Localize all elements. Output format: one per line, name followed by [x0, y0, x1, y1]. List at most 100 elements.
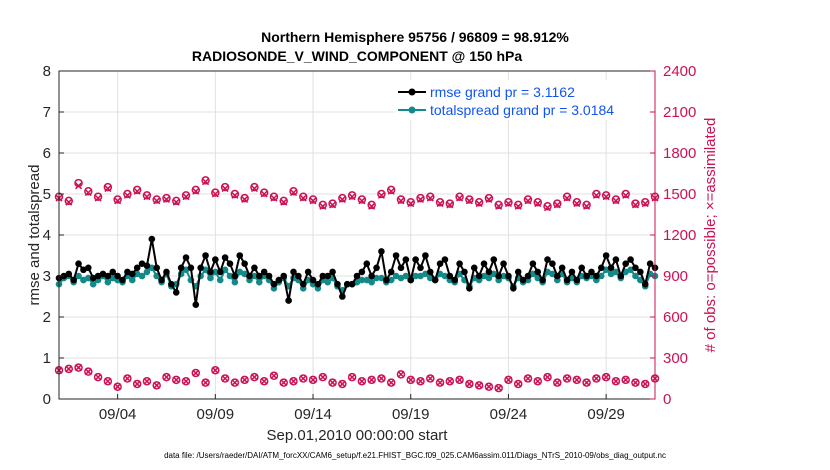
rmse-point — [358, 268, 366, 276]
obs-assimilated-marker — [524, 197, 532, 205]
obs-assimilated-marker — [270, 194, 278, 202]
obs-possible-marker — [123, 374, 132, 383]
obs-low-assimilated-marker — [289, 377, 298, 385]
data-file-footer: data file: /Users/raeder/DAI/ATM_forcXX/… — [164, 451, 666, 460]
obs-assimilated-marker — [299, 194, 307, 202]
rmse-point — [485, 268, 493, 276]
obs-possible-marker — [220, 374, 230, 383]
obs-possible-marker — [259, 188, 269, 197]
obs-low-assimilated-marker — [377, 374, 385, 383]
rmse-point — [231, 272, 239, 280]
obs-assimilated-marker — [377, 191, 385, 199]
obs-possible-marker — [435, 378, 445, 387]
obs-assimilated-marker — [573, 200, 581, 208]
x-tick-label: 09/19 — [392, 406, 430, 423]
rmse-point — [637, 268, 644, 276]
chart-title: Northern Hemisphere 95756 / 96809 = 98.9… — [261, 29, 569, 45]
rmse-point — [148, 235, 156, 243]
rmse-point — [212, 256, 219, 263]
rmse-point — [241, 260, 248, 268]
obs-assimilated-marker — [436, 200, 444, 208]
rmse-point — [607, 264, 615, 272]
obs-assimilated-marker — [641, 200, 649, 208]
totalspread-point — [216, 276, 224, 284]
obs-possible-marker — [211, 188, 220, 197]
obs-possible-marker — [289, 376, 298, 386]
rmse-point — [514, 268, 522, 276]
y-axis-right-label: # of obs: o=possible; ×=assimilated — [702, 118, 719, 353]
x-tick-label: 09/09 — [197, 406, 235, 423]
rmse-point — [104, 272, 112, 280]
y-left-tick-label: 4 — [43, 227, 51, 244]
obs-assimilated-marker — [602, 193, 610, 201]
obs-low-assimilated-marker — [612, 377, 620, 385]
rmse-point — [593, 272, 600, 280]
rmse-point — [451, 276, 459, 284]
rmse-point — [383, 276, 390, 284]
y-axis-left: 0 1 2 3 4 5 6 7 8 — [43, 63, 64, 408]
rmse-point — [544, 256, 551, 263]
obs-possible-marker — [211, 366, 220, 375]
obs-possible-marker — [562, 192, 572, 201]
obs-low-assimilated-marker — [514, 380, 522, 388]
rmse-point — [417, 264, 424, 272]
rmse-point — [500, 260, 507, 268]
obs-possible-marker — [181, 191, 191, 200]
rmse-point — [329, 268, 336, 276]
obs-low-assimilated-marker — [534, 377, 542, 385]
obs-low-assimilated-marker — [407, 376, 415, 384]
rmse-point — [251, 264, 258, 272]
obs-low-assimilated-marker — [309, 376, 317, 384]
obs-possible-marker — [494, 200, 503, 210]
obs-possible-marker — [299, 374, 308, 383]
obs-low-assimilated-marker — [211, 366, 219, 374]
rmse-point — [602, 252, 610, 259]
totalspread-point — [402, 272, 410, 280]
rmse-point — [519, 276, 527, 284]
obs-possible-marker — [338, 193, 347, 203]
rmse-point — [343, 280, 351, 288]
obs-low-assimilated-marker — [114, 383, 122, 391]
rmse-point — [304, 268, 312, 276]
rmse-point — [436, 260, 444, 268]
obs-possible-marker — [103, 182, 113, 192]
obs-possible-marker — [631, 199, 640, 208]
obs-assimilated-marker — [583, 202, 591, 210]
rmse-point — [280, 272, 288, 280]
rmse-point — [75, 260, 82, 268]
totalspread-point — [143, 268, 151, 276]
obs-assimilated-marker — [543, 204, 552, 212]
totalspread-point — [412, 272, 419, 280]
rmse-point — [461, 268, 468, 276]
obs-low-assimilated-marker — [123, 374, 131, 383]
obs-possible-marker — [240, 375, 249, 385]
obs-assimilated-marker — [309, 197, 317, 205]
rmse-point — [270, 280, 278, 288]
obs-assimilated-marker — [221, 185, 229, 193]
obs-low-assimilated-marker — [563, 374, 571, 383]
obs-possible-marker — [162, 193, 171, 203]
rmse-point — [236, 252, 244, 259]
rmse-point — [641, 280, 649, 288]
obs-assimilated-marker — [280, 198, 288, 206]
x-tick-label: 09/04 — [99, 406, 137, 423]
y-left-tick-label: 0 — [43, 391, 51, 408]
obs-assimilated-marker — [358, 197, 366, 205]
obs-assimilated-marker — [612, 197, 620, 205]
obs-possible-marker — [279, 196, 288, 206]
obs-possible-marker — [64, 196, 74, 206]
totalspread-point — [138, 272, 146, 280]
obs-assimilated-marker — [241, 195, 249, 203]
obs-possible-marker — [592, 374, 601, 383]
obs-low-assimilated-marker — [182, 377, 190, 385]
obs-low-assimilated-marker — [426, 374, 434, 383]
totalspread-point — [226, 272, 234, 280]
obs-possible-marker — [592, 189, 601, 199]
obs-possible-marker — [582, 378, 591, 387]
rmse-point — [182, 254, 190, 261]
obs-assimilated-marker — [84, 189, 92, 197]
obs-assimilated-marker — [153, 197, 161, 205]
obs-assimilated-marker — [407, 200, 415, 208]
obs-assimilated-marker — [202, 178, 210, 186]
obs-low-assimilated-marker — [592, 374, 600, 383]
